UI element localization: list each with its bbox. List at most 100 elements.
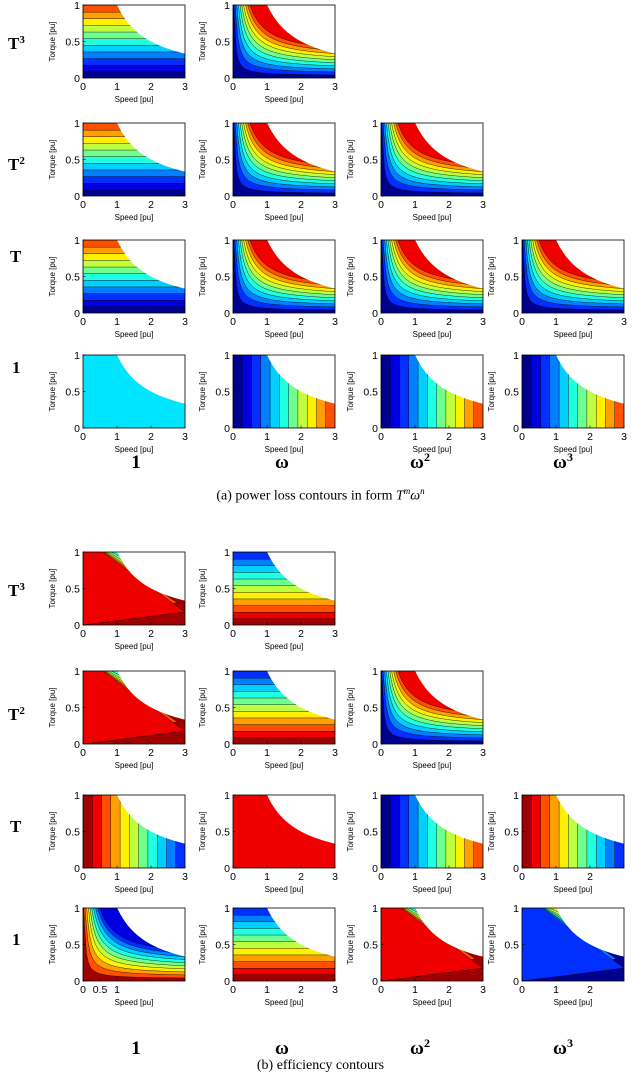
x-tick-label: 1	[264, 316, 270, 328]
y-axis-label: Torque [pu]	[346, 139, 355, 179]
y-tick-label: 0.5	[215, 272, 230, 284]
contour-band	[83, 259, 185, 268]
x-tick-label: 0	[230, 984, 236, 996]
y-axis-label: Torque [pu]	[198, 687, 207, 727]
panel-b-r0-c0: 0 1 2 3 0 0.5 1 Speed [pu] Torque [pu]	[48, 547, 188, 651]
contour-band	[233, 967, 335, 976]
x-tick-label: 3	[480, 747, 486, 759]
contour-fill	[381, 908, 483, 981]
y-tick-label: 1	[74, 118, 80, 130]
x-tick-label: 2	[298, 628, 304, 640]
x-tick-label: 1	[114, 871, 120, 883]
contour-band	[233, 730, 335, 739]
y-axis-label: Torque [pu]	[198, 139, 207, 179]
contour-band	[605, 355, 616, 428]
y-tick-label: 1	[372, 118, 378, 130]
contour-band	[445, 795, 456, 868]
y-tick-label: 0	[74, 423, 80, 435]
x-axis-label: Speed [pu]	[265, 213, 304, 222]
contour-band	[83, 149, 185, 157]
x-tick-label: 0	[80, 628, 86, 640]
x-tick-label: 1	[264, 199, 270, 211]
x-tick-label: 1	[114, 984, 120, 996]
contour-band	[233, 921, 335, 929]
x-tick-label: 3	[182, 316, 188, 328]
x-tick-label: 0.5	[93, 984, 108, 996]
y-tick-label: 0.5	[215, 584, 230, 596]
contour-band	[233, 578, 335, 586]
row-label-a-3: 1	[12, 358, 21, 377]
contour-band	[605, 795, 616, 868]
x-tick-label: 0	[519, 984, 525, 996]
x-tick-label: 1	[264, 747, 270, 759]
y-tick-label: 1	[372, 235, 378, 247]
panel-b-r2-c1: 0 1 2 3 0 0.5 1 Speed [pu] Torque [pu]	[198, 790, 338, 894]
panel-a-r3-c2: 0 1 2 3 0 0.5 1 Speed [pu] Torque [pu]	[346, 350, 486, 454]
panel-b-r3-c1: 0 1 2 3 0 0.5 1 Speed [pu] Torque [pu]	[198, 903, 338, 1007]
contour-band	[83, 253, 185, 261]
x-tick-label: 1	[553, 316, 559, 328]
y-tick-label: 1	[74, 0, 80, 12]
y-tick-label: 1	[513, 790, 519, 802]
panel-a-r3-c1: 0 1 2 3 0 0.5 1 Speed [pu] Torque [pu]	[198, 350, 338, 454]
x-axis-label: Speed [pu]	[265, 95, 304, 104]
y-tick-label: 0.5	[363, 155, 378, 167]
x-tick-label: 3	[182, 199, 188, 211]
y-tick-label: 0.5	[65, 703, 80, 715]
x-tick-label: 2	[446, 871, 452, 883]
y-tick-label: 0	[513, 976, 519, 988]
x-tick-label: 3	[332, 984, 338, 996]
x-axis-label: Speed [pu]	[265, 761, 304, 770]
contour-fill	[83, 123, 185, 196]
y-tick-label: 1	[224, 547, 230, 559]
contour-band	[549, 795, 560, 868]
contour-band	[233, 552, 335, 560]
x-tick-label: 3	[480, 316, 486, 328]
y-tick-label: 0.5	[363, 272, 378, 284]
y-axis-label: Torque [pu]	[48, 21, 57, 61]
y-tick-label: 0	[224, 308, 230, 320]
y-axis-label: Torque [pu]	[487, 924, 496, 964]
y-tick-label: 0	[74, 863, 80, 875]
x-axis-label: Speed [pu]	[413, 445, 452, 454]
panel-a-r2-c2: 0 1 2 3 0 0.5 1 Speed [pu] Torque [pu]	[346, 235, 486, 339]
contour-band	[568, 355, 579, 428]
y-tick-label: 0.5	[215, 155, 230, 167]
x-tick-label: 0	[378, 747, 384, 759]
x-tick-label: 2	[148, 871, 154, 883]
row-label-a-1: T2	[8, 155, 25, 174]
x-tick-label: 2	[587, 431, 593, 443]
y-axis-label: Torque [pu]	[48, 371, 57, 411]
contour-band	[233, 618, 335, 625]
contour-band	[540, 355, 551, 428]
contour-band	[390, 355, 401, 428]
contour-band	[83, 136, 185, 144]
x-tick-label: 3	[182, 747, 188, 759]
x-tick-label: 0	[230, 431, 236, 443]
x-tick-label: 0	[80, 871, 86, 883]
x-axis-label: Speed [pu]	[265, 642, 304, 651]
y-tick-label: 1	[372, 666, 378, 678]
contour-fill	[83, 671, 185, 744]
y-tick-label: 0.5	[215, 37, 230, 49]
panel-a-r2-c1: 0 1 2 3 0 0.5 1 Speed [pu] Torque [pu]	[198, 235, 338, 339]
x-axis-label: Speed [pu]	[115, 761, 154, 770]
y-axis-label: Torque [pu]	[346, 687, 355, 727]
contour-band	[166, 795, 177, 868]
y-axis-label: Torque [pu]	[487, 811, 496, 851]
x-tick-label: 2	[148, 747, 154, 759]
y-axis-label: Torque [pu]	[48, 687, 57, 727]
panel-b-r3-c2: 0 1 2 3 0 0.5 1 Speed [pu] Torque [pu]	[346, 903, 486, 1007]
x-tick-label: 0	[80, 316, 86, 328]
x-axis-label: Speed [pu]	[265, 998, 304, 1007]
x-axis-label: Speed [pu]	[554, 445, 593, 454]
y-tick-label: 0	[224, 976, 230, 988]
x-tick-label: 3	[182, 81, 188, 93]
x-tick-label: 1	[114, 199, 120, 211]
y-tick-label: 0	[513, 863, 519, 875]
x-tick-label: 2	[298, 747, 304, 759]
panel-b-r2-c3: 0 1 2 0 0.5 1 Speed [pu] Torque [pu]	[487, 790, 625, 894]
contour-band	[233, 558, 335, 566]
panel-a-r0-c1: 0 1 2 3 0 0.5 1 Speed [pu] Torque [pu]	[198, 0, 338, 104]
contour-fill	[233, 908, 335, 981]
